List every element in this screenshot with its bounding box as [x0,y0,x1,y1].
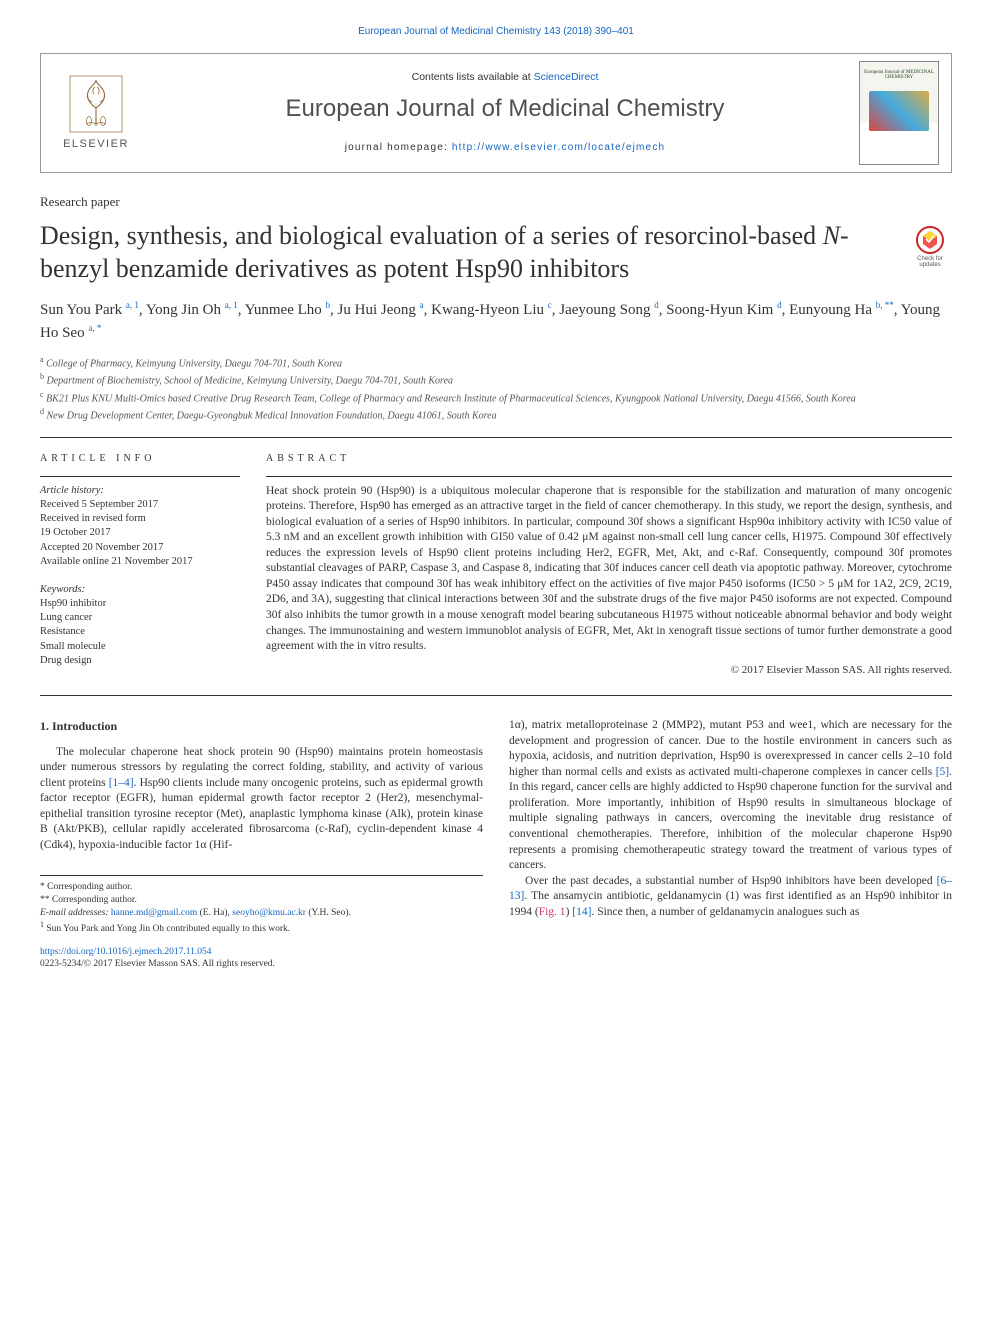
received: Received 5 September 2017 [40,498,240,512]
journal-name: European Journal of Medicinal Chemistry [151,93,859,125]
kw-5: Drug design [40,654,240,668]
keywords-label: Keywords: [40,583,240,597]
abstract-text: Heat shock protein 90 (Hsp90) is a ubiqu… [266,484,952,655]
author-6: Jaeyoung Song d [559,302,659,318]
author-7: Soong-Hyun Kim d [666,302,781,318]
kw-4: Small molecule [40,640,240,654]
affil-a: a College of Pharmacy, Keimyung Universi… [40,354,952,371]
contents-prefix: Contents lists available at [412,71,534,83]
check-updates-label: Check for updates [908,256,952,268]
article-type: Research paper [40,193,952,211]
title-ital: N [823,221,840,250]
ref-1-4[interactable]: [1–4] [109,777,134,789]
article-info-heading: ARTICLE INFO [40,452,240,466]
author-4: Ju Hui Jeong a [338,302,424,318]
author-2: Yong Jin Oh a, 1 [146,302,238,318]
header-center: Contents lists available at ScienceDirec… [151,54,859,172]
affil-b: b Department of Biochemistry, School of … [40,371,952,388]
author-3: Yunmee Lho b [245,302,330,318]
corr-2: ** Corresponding author. [40,894,483,907]
rule-bottom [40,695,952,696]
revised-1: Received in revised form [40,512,240,526]
body-columns: 1. Introduction The molecular chaperone … [40,718,952,971]
col2-p1: 1α), matrix metalloproteinase 2 (MMP2), … [509,718,952,873]
rule-top [40,437,952,438]
journal-cover-thumb: European Journal of MEDICINAL CHEMISTRY [859,61,939,165]
fig-1-link[interactable]: Fig. 1 [539,906,566,918]
article-title: Design, synthesis, and biological evalua… [40,220,894,285]
intro-p1: The molecular chaperone heat shock prote… [40,745,483,854]
kw-3: Resistance [40,625,240,639]
affil-c: c BK21 Plus KNU Multi-Omics based Creati… [40,389,952,406]
elsevier-tree-icon [68,74,124,134]
ref-5[interactable]: [5] [936,766,949,778]
homepage-line: journal homepage: http://www.elsevier.co… [151,141,859,155]
publisher-logo: ELSEVIER [41,54,151,172]
equal-contrib: 1 Sun You Park and Yong Jin Oh contribut… [40,920,483,936]
affil-d: d New Drug Development Center, Daegu-Gye… [40,406,952,423]
homepage-link[interactable]: http://www.elsevier.com/locate/ejmech [452,142,665,153]
col2-p2: Over the past decades, a substantial num… [509,874,952,921]
contents-line: Contents lists available at ScienceDirec… [151,70,859,84]
email-1[interactable]: hanne.md@gmail.com [111,908,197,918]
top-citation: European Journal of Medicinal Chemistry … [40,25,952,39]
article-info-block: ARTICLE INFO Article history: Received 5… [40,452,240,677]
intro-heading: 1. Introduction [40,718,483,734]
abstract-heading: ABSTRACT [266,452,952,466]
abstract-copyright: © 2017 Elsevier Masson SAS. All rights r… [266,663,952,678]
issn-line: 0223-5234/© 2017 Elsevier Masson SAS. Al… [40,958,483,971]
homepage-prefix: journal homepage: [345,142,452,153]
affiliations: a College of Pharmacy, Keimyung Universi… [40,354,952,423]
doi-block: https://doi.org/10.1016/j.ejmech.2017.11… [40,946,483,972]
history-label: Article history: [40,484,240,498]
corr-1: * Corresponding author. [40,881,483,894]
journal-header: ELSEVIER Contents lists available at Sci… [40,53,952,173]
doi-link[interactable]: https://doi.org/10.1016/j.ejmech.2017.11… [40,947,212,957]
ref-14[interactable]: [14] [572,906,591,918]
abstract-block: ABSTRACT Heat shock protein 90 (Hsp90) i… [266,452,952,677]
footnotes: * Corresponding author. ** Corresponding… [40,875,483,935]
author-5: Kwang-Hyeon Liu c [431,302,552,318]
kw-2: Lung cancer [40,611,240,625]
email-line: E-mail addresses: hanne.md@gmail.com (E.… [40,907,483,920]
check-updates-badge[interactable]: Check for updates [908,224,952,268]
column-1: 1. Introduction The molecular chaperone … [40,718,483,971]
online: Available online 21 November 2017 [40,555,240,569]
title-part-1: Design, synthesis, and biological evalua… [40,221,823,250]
sciencedirect-link[interactable]: ScienceDirect [534,71,599,83]
check-updates-icon [915,225,945,255]
kw-1: Hsp90 inhibitor [40,597,240,611]
column-2: 1α), matrix metalloproteinase 2 (MMP2), … [509,718,952,971]
authors: Sun You Park a, 1, Yong Jin Oh a, 1, Yun… [40,299,952,344]
publisher-name: ELSEVIER [63,137,129,152]
abstract-rule [266,476,952,477]
revised-2: 19 October 2017 [40,526,240,540]
author-1: Sun You Park a, 1 [40,302,139,318]
email-2[interactable]: seoyho@kmu.ac.kr [232,908,306,918]
ai-rule [40,476,240,477]
accepted: Accepted 20 November 2017 [40,541,240,555]
author-8: Eunyoung Ha b, ** [789,302,894,318]
